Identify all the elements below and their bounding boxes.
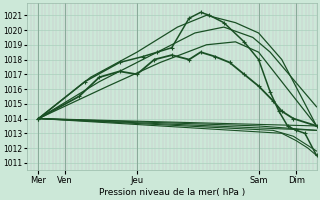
X-axis label: Pression niveau de la mer( hPa ): Pression niveau de la mer( hPa ) [99,188,245,197]
